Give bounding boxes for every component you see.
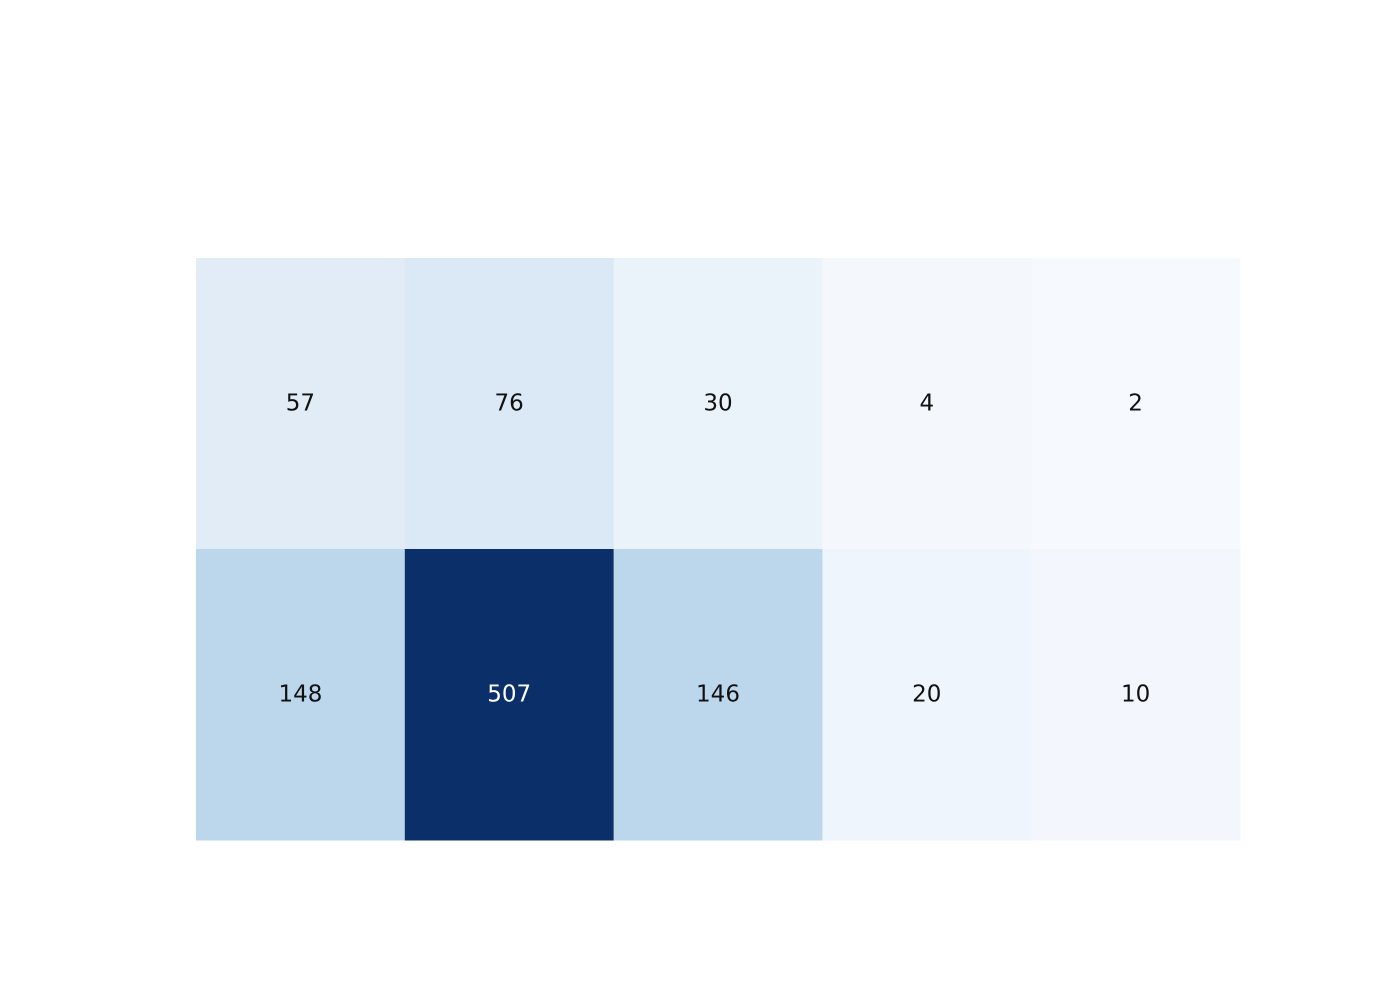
heatmap-cell-label-r0-c2: 30 [703, 391, 732, 417]
heatmap-cell-r1-c2 [613, 549, 823, 841]
heatmap-cell-r0-c0 [196, 258, 406, 550]
heatmap-cell-r1-c4 [1031, 549, 1241, 841]
heatmap-cell-r1-c3 [822, 549, 1032, 841]
heatmap-cell-r0-c4 [1031, 258, 1241, 550]
heatmap-cell-label-r0-c4: 2 [1128, 391, 1143, 417]
heatmap-cell-label-r1-c1: 507 [487, 682, 531, 708]
heatmap-cell-label-r1-c2: 146 [696, 682, 740, 708]
heatmap-cell-r0-c2 [613, 258, 823, 550]
heatmap-cell-label-r0-c3: 4 [919, 391, 934, 417]
heatmap-cell-r1-c0 [196, 549, 406, 841]
heatmap-cell-r1-c1 [404, 549, 615, 841]
heatmap-cell-label-r1-c4: 10 [1121, 682, 1150, 708]
heatmap-cell-label-r1-c3: 20 [912, 682, 941, 708]
heatmap-cell-r0-c3 [822, 258, 1032, 550]
heatmap-cell-label-r1-c0: 148 [278, 682, 322, 708]
heatmap-cell-label-r0-c1: 76 [495, 391, 524, 417]
heatmap-cell-r0-c1 [404, 258, 615, 550]
heatmap-cell-label-r0-c0: 57 [286, 391, 315, 417]
